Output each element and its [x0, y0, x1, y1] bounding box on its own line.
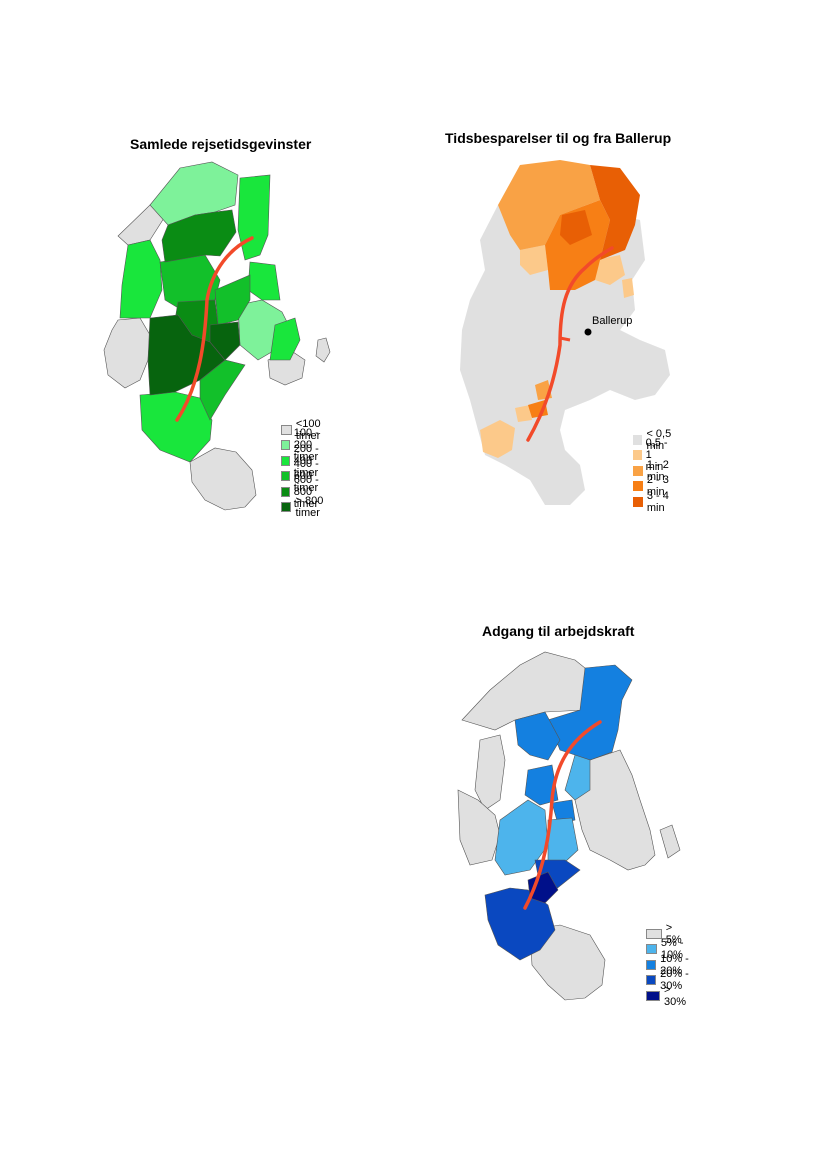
region-200-400: [237, 174, 271, 261]
legend-label: <100 timer: [295, 417, 321, 442]
rail-line: [523, 720, 602, 910]
legend-label: < 0,5 min: [646, 427, 672, 452]
legend-swatch: [633, 496, 643, 507]
legend-item: > 5%: [646, 922, 689, 946]
region-10-20: [524, 764, 559, 806]
land-gray-region: [659, 824, 681, 859]
legend-label: > 5%: [665, 921, 682, 946]
rail-line: [526, 246, 614, 442]
legend-swatch: [646, 975, 657, 986]
region-0.5-1-min: [515, 405, 532, 422]
legend-label: 20% - 30%: [660, 968, 689, 993]
region-over-800: [209, 321, 241, 361]
legend-label: 3 - 4 min: [646, 489, 669, 514]
legend-swatch: [281, 424, 292, 435]
legend-label: > 30%: [663, 983, 686, 1008]
region-0.5-1-min: [520, 245, 548, 275]
legend-swatch: [633, 434, 643, 445]
legend-swatch: [281, 502, 292, 513]
legend-item: 20% - 30%: [646, 968, 689, 992]
legend-item: 2 - 3 min: [633, 474, 672, 498]
legend-label: 1 - 2 min: [646, 458, 669, 483]
region-3-4-min: [560, 210, 592, 245]
legend-label: 400 - 600 timer: [293, 458, 319, 495]
region-over-800: [147, 314, 226, 396]
region-5-10: [564, 754, 591, 801]
land-gray-region: [529, 924, 606, 1001]
legend-swatch: [633, 465, 643, 476]
land-gray-region: [315, 337, 331, 363]
legend-item: 600 - 800 timer: [281, 474, 327, 510]
region-3-4-min: [590, 165, 640, 260]
land-gray-region: [189, 447, 257, 511]
legend-label: > 800 timer: [295, 495, 324, 520]
legend-ballerup: < 0,5 min 0,5 - 1 min 1 - 2 min 2 - 3 mi…: [633, 428, 672, 514]
map-title: Samlede rejsetidsgevinster: [130, 136, 312, 152]
land-gray-region: [103, 317, 151, 389]
region-10-20: [514, 711, 561, 761]
legend-swatch: [633, 450, 642, 461]
legend-label: 2 - 3 min: [646, 474, 669, 499]
legend-label: 600 - 800 timer: [293, 473, 319, 510]
legend-item: 0,5 - 1 min: [633, 437, 672, 473]
legend-swatch: [281, 486, 290, 497]
region-0.5-1-min: [622, 278, 634, 298]
legend-item: 3 - 4 min: [633, 490, 672, 514]
region-600-800: [161, 209, 237, 263]
land-gray-region: [474, 734, 506, 811]
legend-item: 100 - 200 timer: [281, 427, 327, 463]
ballerup-marker: [584, 328, 592, 336]
region-0.5-1-min: [480, 420, 515, 458]
legend-label: 0,5 - 1 min: [645, 437, 668, 474]
legend-label: 5% - 10%: [660, 937, 684, 962]
region-5-10: [494, 799, 549, 876]
legend-item: 5% - 10%: [646, 937, 689, 961]
region-10-20: [547, 664, 633, 761]
region-200-400: [119, 239, 163, 319]
legend-swatch: [646, 928, 662, 939]
legend-item: > 800 timer: [281, 495, 327, 519]
legend-label: 200 - 400 timer: [293, 442, 319, 479]
rail-branch: [559, 336, 571, 342]
region-5-10: [547, 817, 579, 863]
legend-swatch: [646, 944, 657, 955]
rail-line: [175, 236, 254, 422]
region-20-30: [484, 887, 556, 961]
legend-item: < 0,5 min: [633, 428, 672, 452]
legend-swatch: [633, 481, 643, 492]
legend-item: 400 - 600 timer: [281, 458, 327, 494]
legend-item: > 30%: [646, 984, 689, 1008]
land-gray-region: [574, 749, 656, 871]
region-0.5-1-min: [595, 255, 625, 285]
region-1-2-min: [498, 160, 600, 250]
ballerup-label: Ballerup: [592, 315, 633, 327]
legend-label: 10% - 20%: [660, 952, 689, 977]
legend-swatch: [646, 990, 660, 1001]
map-title: Tidsbesparelser til og fra Ballerup: [445, 130, 672, 146]
legend-labour: > 5% 5% - 10% 10% - 20% 20% - 30% > 30%: [646, 922, 689, 1008]
legend-item: 10% - 20%: [646, 953, 689, 977]
legend-swatch: [646, 959, 657, 970]
region-200-400: [269, 317, 301, 361]
region-200-400: [139, 391, 213, 463]
legend-label: 100 - 200 timer: [293, 427, 319, 464]
legend-travel-time: <100 timer 100 - 200 timer 200 - 400 tim…: [281, 418, 327, 519]
legend-swatch: [281, 471, 290, 482]
legend-item: <100 timer: [281, 418, 327, 442]
legend-swatch: [281, 440, 290, 451]
legend-item: 1 - 2 min: [633, 459, 672, 483]
map-title: Adgang til arbejdskraft: [482, 623, 635, 639]
legend-swatch: [281, 455, 290, 466]
land-gray-region: [457, 789, 501, 866]
legend-item: 200 - 400 timer: [281, 443, 327, 479]
